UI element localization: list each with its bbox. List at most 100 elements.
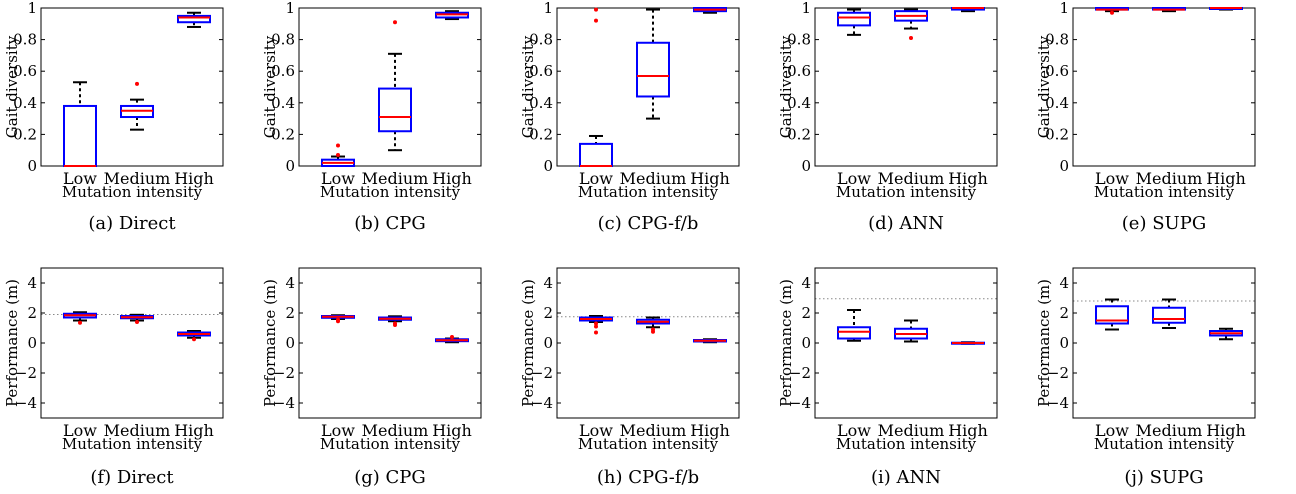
subplot-caption: (a) Direct [88, 213, 176, 234]
y-tick-label: 0.4 [1045, 94, 1069, 112]
y-tick-label: 0.2 [13, 125, 37, 143]
outlier-point [594, 7, 598, 12]
x-tick-label: Medium [1136, 169, 1203, 188]
x-tick-label: Medium [104, 169, 171, 188]
box-high [177, 11, 211, 28]
y-axis-label: Gait diversity [3, 35, 21, 138]
y-tick-label: 0.6 [271, 62, 295, 80]
box-medium [378, 20, 412, 152]
x-tick-label: Low [1095, 421, 1129, 440]
y-tick-label: 4 [543, 274, 553, 292]
box-high [693, 338, 727, 344]
y-tick-label: 0 [543, 157, 553, 175]
box-medium [378, 315, 412, 327]
x-tick-label: Medium [362, 169, 429, 188]
y-tick-label: 1 [27, 0, 37, 17]
outlier-point [594, 18, 598, 23]
x-axis-label: Mutation intensity [320, 435, 461, 453]
outlier-point [336, 143, 340, 148]
y-tick-label: 1 [543, 0, 553, 17]
x-tick-label: High [1206, 421, 1246, 440]
subplot-caption: (f) Direct [90, 467, 174, 488]
box-high [951, 7, 985, 13]
box-low [321, 143, 355, 167]
y-axis-label: Gait diversity [261, 35, 279, 138]
y-tick-label: 0.8 [787, 31, 811, 49]
y-tick-label: 4 [285, 274, 295, 292]
x-tick-label: Medium [104, 421, 171, 440]
y-axis-label: Gait diversity [1035, 35, 1053, 138]
axes-frame [814, 7, 998, 167]
outlier-point [594, 330, 598, 335]
y-tick-label: 0 [285, 157, 295, 175]
box-high [1209, 7, 1243, 11]
y-tick-label: 0 [543, 334, 553, 352]
box-high [177, 330, 211, 342]
y-tick-label: 0.6 [13, 62, 37, 80]
box-iqr [579, 142, 613, 168]
y-tick-label: 4 [1059, 274, 1069, 292]
outlier-point [78, 320, 82, 325]
x-tick-label: High [432, 421, 472, 440]
x-axis-label: Mutation intensity [578, 435, 719, 453]
x-tick-label: Medium [620, 169, 687, 188]
x-tick-label: Medium [362, 421, 429, 440]
box-low [1095, 7, 1129, 15]
y-tick-label: 0 [285, 334, 295, 352]
y-axis-label: Performance (m) [777, 279, 795, 407]
box-high [435, 335, 469, 344]
box-medium [894, 8, 928, 41]
outlier-point [594, 324, 598, 329]
y-tick-label: −4 [789, 394, 811, 412]
y-tick-label: 0.4 [529, 94, 553, 112]
y-axis-label: Performance (m) [1035, 279, 1053, 407]
y-tick-label: 0.4 [13, 94, 37, 112]
y-tick-label: 0.6 [1045, 62, 1069, 80]
box-medium [636, 316, 670, 334]
y-tick-label: 0.6 [529, 62, 553, 80]
x-tick-label: Medium [1136, 421, 1203, 440]
x-tick-label: Low [63, 169, 97, 188]
box-low [837, 309, 871, 342]
box-medium [1152, 7, 1186, 13]
y-axis-label: Gait diversity [519, 35, 537, 138]
y-tick-label: 0 [1059, 157, 1069, 175]
outlier-point [336, 317, 340, 322]
y-tick-label: 1 [1059, 0, 1069, 17]
y-tick-label: 0.2 [787, 125, 811, 143]
outlier-point [450, 335, 454, 339]
y-tick-label: 0.2 [529, 125, 553, 143]
box-high [1209, 327, 1243, 341]
box-iqr [63, 104, 97, 167]
x-tick-label: High [690, 169, 730, 188]
x-tick-label: Low [579, 169, 613, 188]
x-axis-label: Mutation intensity [1094, 183, 1235, 201]
x-tick-label: High [174, 421, 214, 440]
x-axis-label: Mutation intensity [1094, 435, 1235, 453]
y-tick-label: 0.4 [787, 94, 811, 112]
x-axis-label: Mutation intensity [836, 183, 977, 201]
box-high [435, 10, 469, 21]
x-tick-label: Low [321, 169, 355, 188]
outlier-point [192, 337, 196, 342]
x-tick-label: Low [63, 421, 97, 440]
box-iqr [837, 326, 871, 340]
x-tick-label: High [948, 169, 988, 188]
y-tick-label: 0.6 [787, 62, 811, 80]
box-low [1095, 298, 1129, 331]
x-axis-label: Mutation intensity [62, 183, 203, 201]
box-medium [1152, 298, 1186, 329]
outlier-point [135, 320, 139, 324]
box-low [579, 7, 613, 168]
x-axis-label: Mutation intensity [836, 435, 977, 453]
box-low [579, 315, 613, 335]
subplot-caption: (j) SUPG [1124, 467, 1203, 488]
y-tick-label: 0 [801, 157, 811, 175]
